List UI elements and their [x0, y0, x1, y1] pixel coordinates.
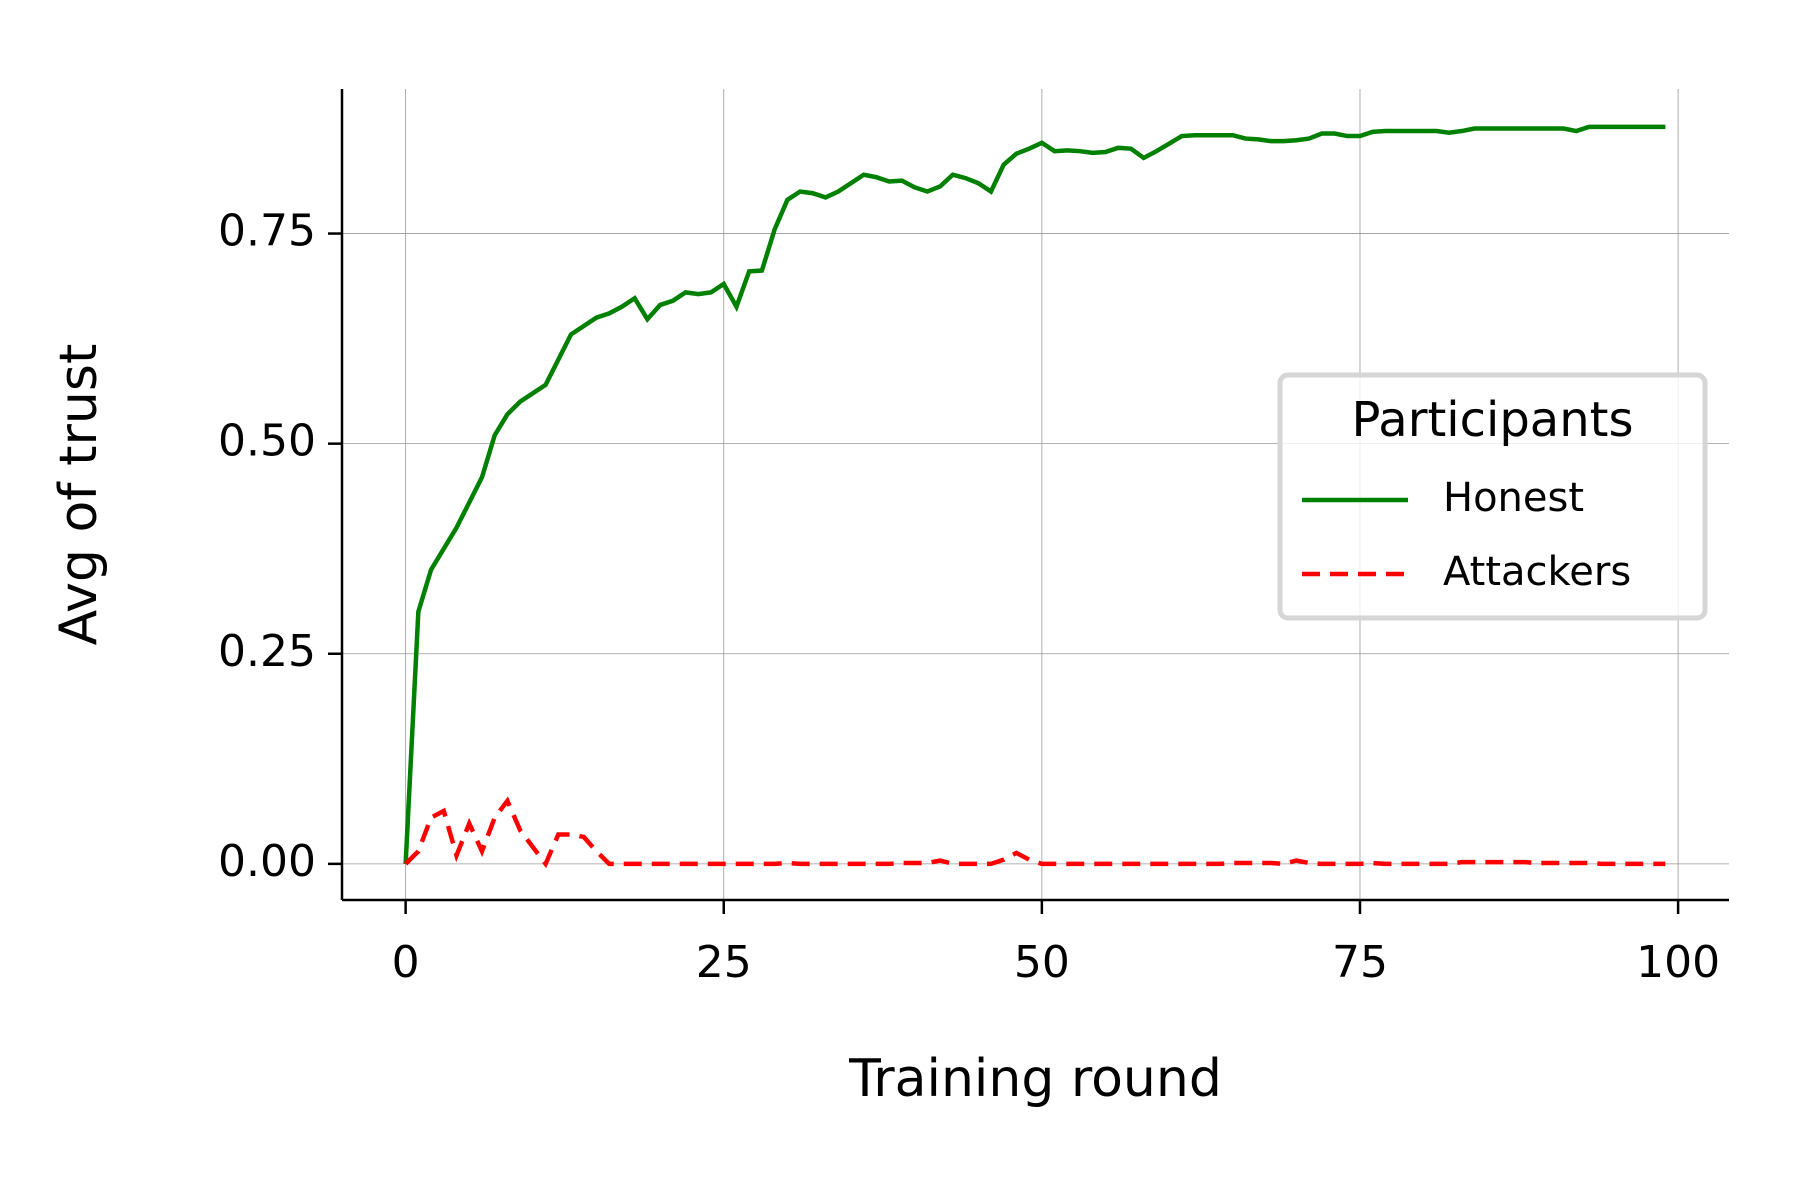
y-tick-label: 0.75 [218, 206, 316, 257]
y-tick-label: 0.00 [218, 836, 316, 887]
y-axis-label: Avg of trust [49, 344, 109, 646]
legend-title: Participants [1352, 392, 1634, 448]
x-tick-label: 25 [696, 937, 752, 988]
legend-label: Attackers [1443, 549, 1631, 595]
data-line [404, 796, 1666, 869]
y-tick-label: 0.50 [218, 416, 316, 467]
legend-box [1277, 372, 1708, 621]
x-axis-label: Training round [848, 1049, 1222, 1109]
x-tick-label: 100 [1636, 937, 1720, 988]
legend: Participants Honest Attackers [1277, 372, 1708, 621]
x-tick-label: 75 [1332, 937, 1388, 988]
x-tick-label: 50 [1014, 937, 1070, 988]
y-tick-label: 0.25 [218, 626, 316, 677]
data-line [403, 124, 1666, 864]
x-tick-label: 0 [392, 937, 420, 988]
legend-label: Honest [1443, 475, 1584, 521]
